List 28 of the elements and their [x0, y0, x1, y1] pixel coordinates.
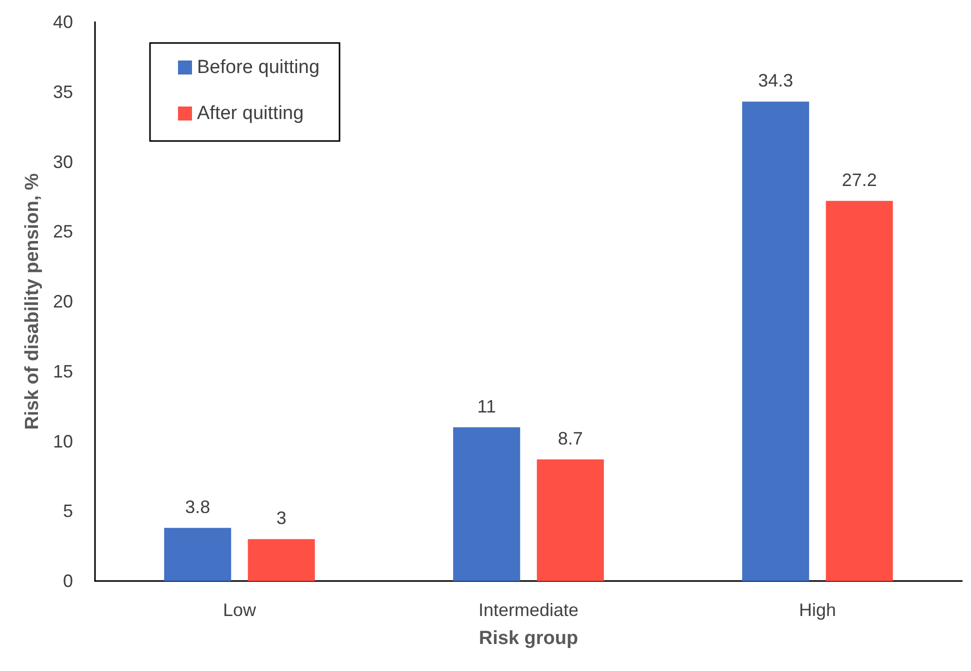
y-tick-label: 20	[52, 292, 73, 312]
data-label: 27.2	[842, 170, 877, 190]
y-tick-label: 30	[52, 152, 73, 172]
bar	[826, 200, 893, 581]
y-tick-label: 5	[62, 501, 73, 522]
y-tick-label: 0	[62, 571, 73, 591]
bar	[536, 459, 604, 581]
x-axis-title: Risk group	[478, 628, 578, 649]
legend-label: Before quitting	[197, 57, 320, 78]
x-tick-label: Intermediate	[478, 600, 579, 620]
bar	[248, 539, 315, 581]
data-label: 3	[276, 508, 286, 528]
bar	[164, 528, 232, 581]
y-tick-label: 40	[52, 12, 73, 32]
x-tick-label: Low	[222, 600, 258, 620]
bar	[453, 427, 520, 581]
data-label: 3.8	[185, 496, 210, 517]
y-tick-label: 35	[52, 82, 73, 102]
y-tick-label: 15	[52, 361, 73, 382]
y-tick-label: 10	[52, 431, 73, 452]
x-tick-label: High	[798, 600, 836, 620]
data-label: 34.3	[758, 70, 794, 91]
legend-label: After quitting	[197, 103, 304, 124]
data-label: 11	[477, 396, 496, 416]
y-axis-title: Risk of disability pension, %	[22, 173, 44, 430]
y-tick-label: 25	[52, 222, 73, 242]
data-label: 8.7	[558, 428, 583, 448]
bar	[742, 102, 810, 581]
